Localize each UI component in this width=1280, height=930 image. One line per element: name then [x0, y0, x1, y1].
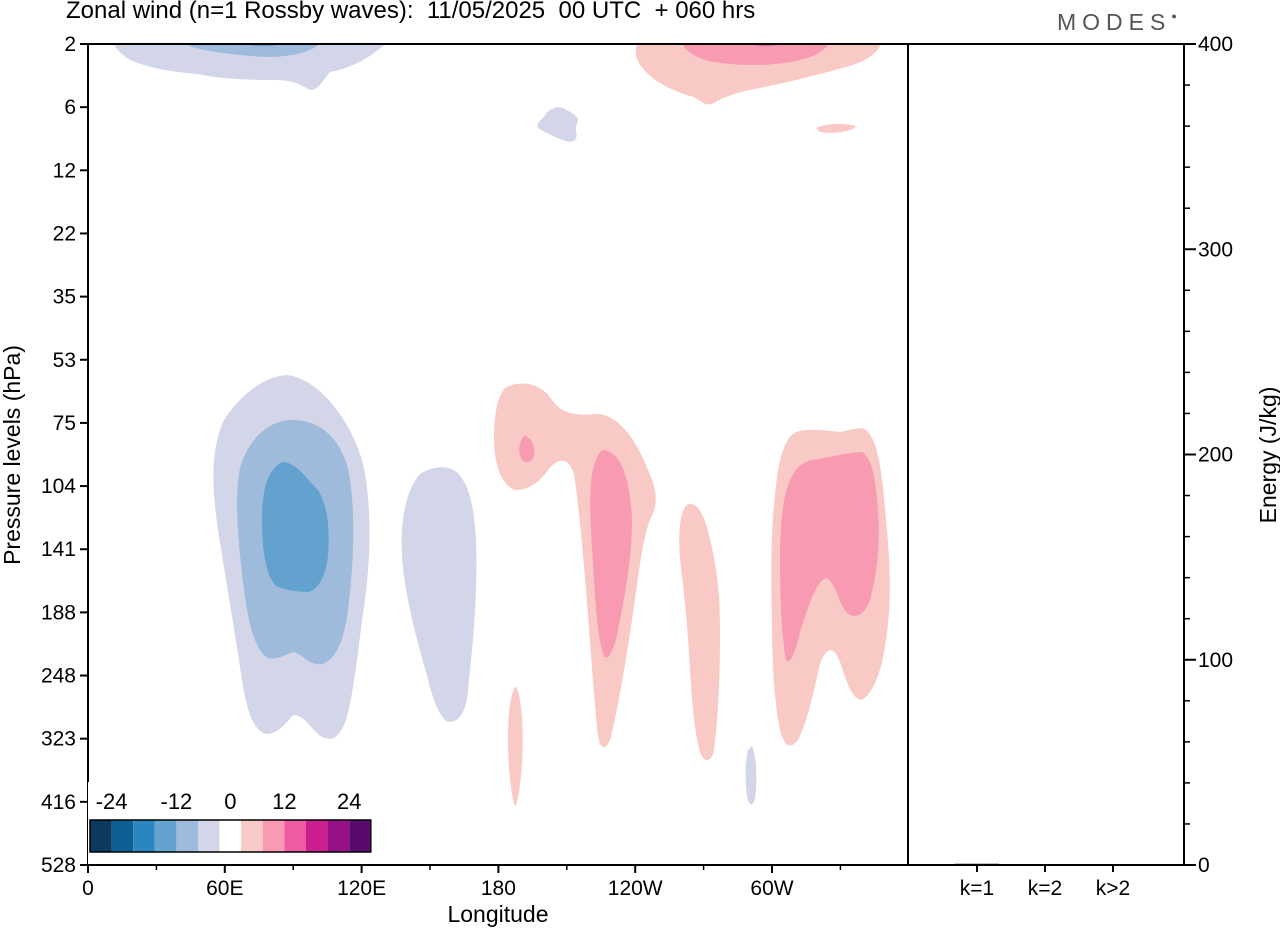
- y-axis: 2 6 12 22 35 53 75 104 141 188 248 323 416 528: [41, 33, 88, 877]
- contour-neg-lobe2: [401, 467, 477, 722]
- colorbar-swatch: [111, 820, 134, 852]
- colorbar: -24 -12 0 12 24: [88, 782, 388, 864]
- contour-pos-main-mid: [590, 450, 632, 658]
- contour-pos-lobe3: [679, 503, 720, 761]
- energy-category-label: k=2: [1028, 877, 1062, 900]
- contour-pos-right-mid: [780, 452, 879, 662]
- colorbar-label: 12: [272, 789, 296, 814]
- contour-pos-6hpa: [816, 123, 856, 133]
- x-axis-title: Longitude: [447, 901, 548, 927]
- y-tick-label: 2: [64, 33, 76, 56]
- y-axis-title: Pressure levels (hPa): [0, 345, 25, 565]
- y-tick-label: 141: [41, 538, 76, 561]
- colorbar-label: -12: [161, 789, 193, 814]
- y-tick-label: 188: [41, 601, 76, 624]
- colorbar-swatch: [284, 820, 306, 852]
- energy-category-label: k=1: [960, 877, 994, 900]
- y-tick-label: 248: [41, 665, 76, 688]
- y-tick-label: 6: [64, 96, 76, 119]
- colorbar-label: -24: [96, 789, 128, 814]
- energy-tick-label: 200: [1198, 444, 1233, 467]
- energy-bars: k=1 k=2 k>2: [955, 863, 1135, 900]
- contour-neg-top-mid: [186, 44, 319, 57]
- contour-pos-top-mid: [682, 44, 829, 65]
- registered-mark: ●: [1171, 11, 1177, 21]
- contour-pos-top-light: [635, 44, 881, 105]
- y-tick-label: 416: [41, 791, 76, 814]
- energy-axis: 0 100 200 300 400: [1184, 33, 1233, 877]
- y-tick-label: 323: [41, 728, 76, 751]
- energy-bar: [955, 863, 999, 865]
- colorbar-frame: [89, 819, 372, 853]
- colorbar-swatch: [198, 820, 220, 852]
- y-tick-label: 22: [53, 222, 76, 245]
- colorbar-swatch: [241, 820, 263, 852]
- y-tick-label: 53: [53, 349, 76, 372]
- colorbar-label: 24: [337, 789, 361, 814]
- y-tick-label: 75: [53, 412, 76, 435]
- x-axis: 0 60E 120E 180 120W 60W: [82, 865, 842, 900]
- y-tick-label: 104: [41, 475, 76, 498]
- contour-neg-main-dark: [262, 462, 329, 592]
- contour-neg-top-light: [113, 44, 386, 90]
- y-tick-label: 35: [53, 286, 76, 309]
- x-tick-label: 0: [82, 877, 94, 900]
- x-tick-label: 180: [481, 877, 516, 900]
- x-tick-label: 120W: [608, 877, 663, 900]
- chart-title: Zonal wind (n=1 Rossby waves): 11/05/202…: [66, 0, 756, 24]
- brand-text: MODES: [1057, 9, 1172, 35]
- x-tick-label: 60W: [750, 877, 793, 900]
- energy-tick-label: 100: [1198, 649, 1233, 672]
- contour-neg-416: [745, 746, 757, 805]
- energy-axis-title: Energy (J/kg): [1255, 387, 1280, 524]
- colorbar-swatch: [306, 820, 328, 852]
- colorbar-swatch: [327, 820, 350, 852]
- x-tick-label: 120E: [337, 877, 386, 900]
- colorbar-label: 0: [224, 789, 236, 814]
- energy-category-label: k>2: [1096, 877, 1130, 900]
- colorbar-swatch: [154, 820, 177, 852]
- colorbar-swatch: [176, 820, 198, 852]
- energy-tick-label: 0: [1198, 854, 1210, 877]
- energy-tick-label: 400: [1198, 33, 1233, 56]
- y-tick-label: 528: [41, 854, 76, 877]
- contour-field: [100, 44, 890, 865]
- colorbar-swatch: [262, 820, 285, 852]
- energy-tick-label: 300: [1198, 238, 1233, 261]
- colorbar-swatch: [219, 820, 242, 852]
- y-tick-label: 12: [53, 159, 76, 182]
- contour-pos-main-dot: [519, 436, 535, 463]
- brand-logo: MODES●: [1057, 9, 1177, 36]
- contour-pos-323: [508, 686, 523, 806]
- contour-pos-main-light: [494, 383, 656, 748]
- contour-neg-6hpa: [537, 107, 578, 142]
- x-tick-label: 60E: [206, 877, 243, 900]
- colorbar-swatch: [90, 820, 112, 852]
- colorbar-swatch: [133, 820, 155, 852]
- energy-bar: [1023, 864, 1067, 866]
- colorbar-swatch: [349, 820, 371, 852]
